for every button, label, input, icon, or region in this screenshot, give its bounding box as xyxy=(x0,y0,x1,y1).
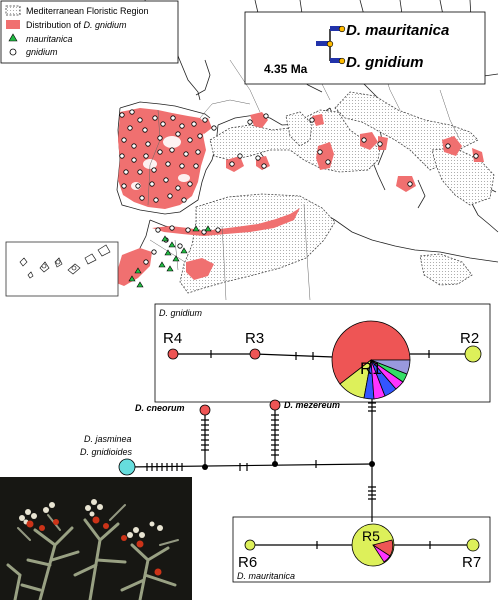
legend-mauritanica-label: mauritanica xyxy=(26,34,73,44)
mediterranean-swatch xyxy=(5,5,21,16)
label-r7: R7 xyxy=(462,554,481,571)
map-legend: Mediterranean Floristic Region Distribut… xyxy=(0,0,179,64)
tree-top-label: D. mauritanica xyxy=(346,22,449,39)
mauritanica-marker-icon xyxy=(8,33,18,42)
haplotype-r2 xyxy=(464,345,482,363)
mauritanica-box-label: D. mauritanica xyxy=(237,571,295,581)
label-r6: R6 xyxy=(238,554,257,571)
haplotype-nodes xyxy=(118,320,482,567)
plant-photo xyxy=(0,477,192,600)
gnidium-box-label: D. gnidium xyxy=(159,308,203,318)
haplotype-mezereum xyxy=(269,399,281,411)
label-gnidioides: D. gnidioides xyxy=(80,447,133,457)
tree-bottom-label: D. gnidium xyxy=(346,54,424,71)
gnidium-sample-points xyxy=(119,109,479,265)
label-cneorum: D. cneorum xyxy=(135,403,185,413)
legend-distribution-label: Distribution of D. gnidium xyxy=(26,20,127,30)
mediterranean-region xyxy=(179,91,495,294)
label-jasminea: D. jasminea xyxy=(84,434,132,444)
haplotype-r1-pie xyxy=(331,320,411,400)
label-r1: R1 xyxy=(360,359,382,378)
legend-mediterranean-label: Mediterranean Floristic Region xyxy=(26,6,149,16)
haplotype-r6 xyxy=(244,539,256,551)
mauritanica-sample-points xyxy=(128,225,212,288)
gnidium-box xyxy=(154,303,491,403)
haplotype-labels: R4 R3 R1 R2 R5 R6 R7 D. cneorum D. mezer… xyxy=(80,330,481,571)
haplotype-r5-pie xyxy=(351,523,395,567)
haplotype-cneorum xyxy=(199,404,211,416)
haplotype-r3 xyxy=(249,348,261,360)
distribution-swatch xyxy=(6,20,20,29)
haplotype-network: D. gnidium D. mauritanica xyxy=(80,303,491,583)
median-vectors xyxy=(202,461,375,470)
divergence-tree: D. mauritanica D. gnidium 4.35 Ma xyxy=(244,11,486,85)
legend-gnidium-label: gnidium xyxy=(26,47,58,57)
network-edges xyxy=(126,350,473,549)
label-mezereum: D. mezereum xyxy=(284,400,340,410)
haplotype-r4 xyxy=(167,348,179,360)
label-r4: R4 xyxy=(163,330,182,347)
label-r3: R3 xyxy=(245,330,264,347)
label-r2: R2 xyxy=(460,330,479,347)
haplotype-outgroup xyxy=(118,458,136,476)
canary-inset xyxy=(5,241,119,297)
gnidium-marker-icon xyxy=(9,48,17,56)
tree-age-label: 4.35 Ma xyxy=(264,62,308,76)
haplotype-r7 xyxy=(466,538,480,552)
label-r5: R5 xyxy=(362,528,380,544)
